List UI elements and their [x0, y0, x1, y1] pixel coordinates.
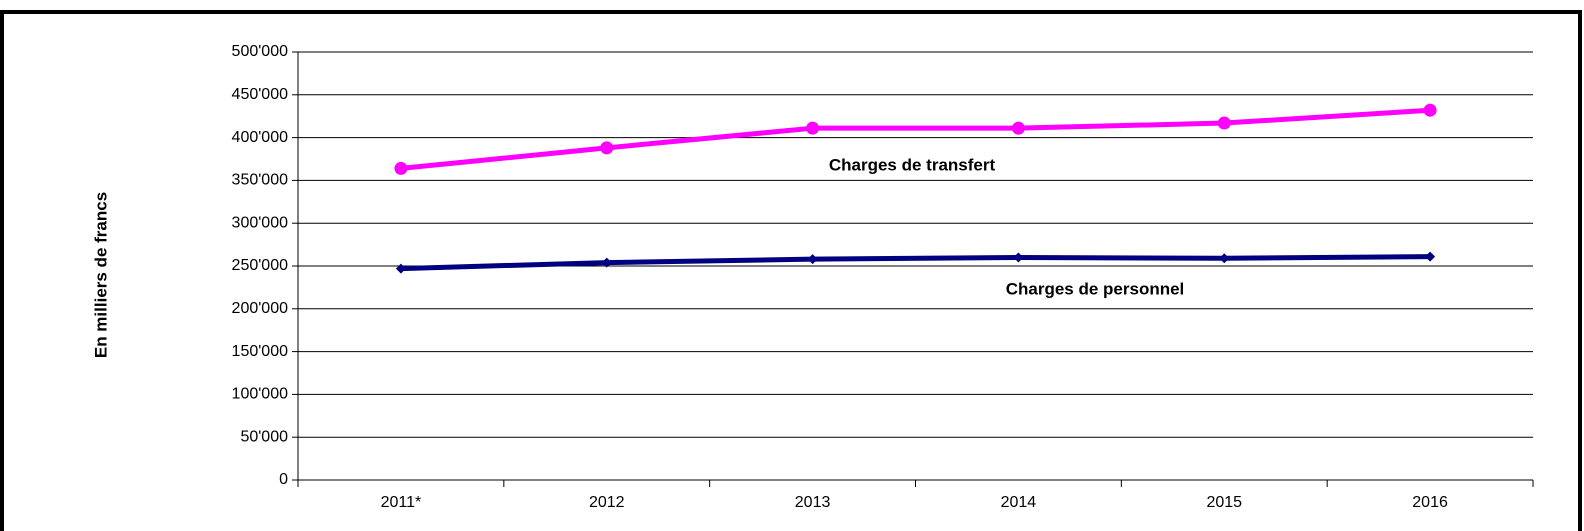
series-label: Charges de transfert — [829, 155, 996, 174]
y-tick-label: 250'000 — [232, 257, 289, 274]
y-tick-label: 300'000 — [232, 214, 289, 231]
x-tick-label: 2016 — [1412, 494, 1448, 511]
y-tick-label: 400'000 — [232, 129, 289, 146]
y-axis-label: En milliers de francs — [91, 192, 110, 358]
x-tick-label: 2015 — [1206, 494, 1242, 511]
y-tick-label: 200'000 — [232, 300, 289, 317]
point — [394, 161, 408, 175]
x-tick-label: 2012 — [589, 494, 625, 511]
y-tick-label: 450'000 — [232, 86, 289, 103]
y-tick-label: 500'000 — [232, 43, 289, 60]
point — [1013, 252, 1024, 263]
y-tick-label: 50'000 — [240, 428, 288, 445]
frame — [0, 10, 1582, 531]
point — [600, 141, 614, 155]
x-tick-label: 2013 — [795, 494, 831, 511]
y-tick-label: 0 — [279, 471, 288, 488]
point — [1219, 253, 1230, 264]
x-tick-label: 2014 — [1001, 494, 1037, 511]
series-label: Charges de personnel — [1006, 279, 1185, 298]
point — [601, 257, 612, 268]
point — [1423, 103, 1437, 117]
point — [1425, 251, 1436, 262]
series-line — [400, 107, 1431, 171]
point — [807, 254, 818, 265]
y-tick-label: 150'000 — [232, 343, 289, 360]
point — [1011, 121, 1025, 135]
point — [1217, 116, 1231, 130]
y-tick-label: 100'000 — [232, 386, 289, 403]
x-tick-label: 2011* — [381, 494, 422, 511]
point — [806, 121, 820, 135]
point — [395, 263, 406, 274]
series-line — [400, 254, 1431, 272]
y-tick-label: 350'000 — [232, 172, 289, 189]
